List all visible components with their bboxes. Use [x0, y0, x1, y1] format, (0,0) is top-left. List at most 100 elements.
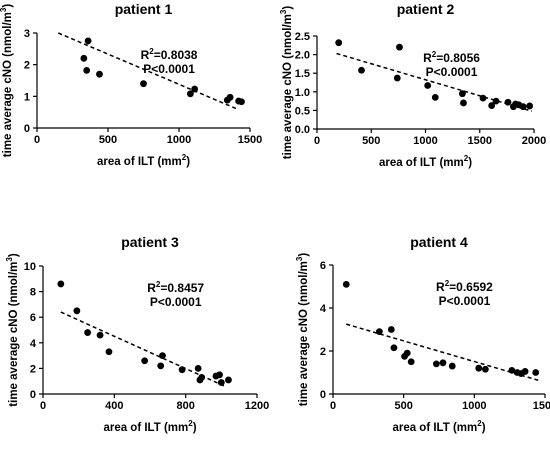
x-axis-label: area of ILT (mm2)	[103, 419, 196, 434]
chart-panel-4: patient 4 0 500 1000 1500 0 2 4 6 area of ILT (mm…	[295, 234, 550, 434]
data-point	[407, 358, 415, 366]
y-axis-label: time average cNO (nmol/m3)	[295, 253, 310, 407]
r2-annotation: R2=0.8038	[141, 47, 198, 62]
data-point	[217, 379, 225, 386]
data-point	[393, 74, 401, 82]
y-tick-label: 10	[24, 261, 36, 273]
data-point	[226, 93, 234, 101]
p-value-annotation: P<0.0001	[150, 295, 202, 309]
data-point	[105, 348, 113, 356]
data-point	[431, 93, 439, 101]
x-tick-label: 800	[176, 400, 194, 412]
data-point	[216, 371, 223, 379]
data-point	[432, 360, 440, 368]
data-point	[526, 102, 534, 110]
chart-title: patient 3	[121, 234, 179, 250]
data-point	[141, 357, 149, 365]
data-point	[335, 39, 343, 47]
y-axis-label: time average cNO (nmol/m3)	[0, 4, 14, 158]
x-axis-label: area of ILT (mm2)	[97, 153, 190, 168]
x-tick-label: 1000	[167, 134, 191, 146]
y-tick-label: 3	[24, 28, 30, 40]
data-point	[157, 362, 165, 370]
data-point	[475, 364, 483, 372]
chart-title: patient 2	[397, 1, 455, 17]
data-point	[73, 307, 81, 315]
data-point	[508, 366, 516, 374]
data-point	[488, 102, 496, 109]
y-tick-label: 1	[24, 91, 30, 103]
data-point	[439, 359, 447, 367]
data-point	[342, 280, 350, 288]
y-tick-label: 1.5	[295, 68, 310, 80]
y-tick-label: 2	[30, 363, 36, 375]
x-tick-label: 400	[105, 400, 123, 412]
y-tick-label: 0	[30, 389, 36, 401]
y-tick-label: 6	[30, 312, 36, 324]
r2-annotation: R2=0.8056	[423, 50, 480, 65]
y-tick-label: 6	[320, 260, 326, 272]
data-point	[481, 365, 489, 373]
y-axis-label: time average cNO (nmol/m3)	[5, 253, 20, 407]
x-tick-label: 1000	[413, 135, 437, 147]
chart-title: patient 1	[115, 1, 173, 17]
r2-annotation: R2=0.8457	[147, 280, 204, 295]
data-point	[424, 82, 432, 89]
x-tick-label: 0	[330, 400, 336, 412]
data-point	[238, 98, 245, 106]
x-tick-label: 2000	[522, 135, 546, 147]
y-tick-label: 2	[320, 346, 326, 358]
x-tick-label: 500	[99, 134, 117, 146]
data-point	[57, 280, 65, 288]
x-tick-label: 500	[394, 400, 412, 412]
data-point	[159, 352, 166, 359]
data-point	[83, 66, 91, 74]
data-point	[519, 103, 527, 111]
data-point	[178, 366, 186, 374]
x-axis-label: area of ILT (mm2)	[392, 419, 485, 434]
y-tick-label: 0.0	[295, 124, 310, 136]
data-point	[448, 362, 456, 370]
p-value-annotation: P<0.0001	[426, 65, 478, 79]
y-tick-label: 0.5	[295, 105, 310, 117]
data-point	[532, 369, 540, 376]
data-point	[80, 54, 88, 62]
data-point	[96, 331, 104, 339]
data-point	[521, 368, 529, 375]
chart-panel-1: patient 1 0 500 1000 1500 0 1 2 3 area of ILT (mm…	[0, 1, 262, 168]
trend-line	[58, 32, 239, 111]
data-point	[403, 349, 411, 357]
data-point	[396, 43, 403, 51]
p-value-annotation: P<0.0001	[439, 294, 491, 308]
y-tick-label: 2.5	[295, 31, 310, 43]
x-tick-label: 1200	[245, 400, 269, 412]
x-tick-label: 1500	[533, 400, 550, 412]
chart-title: patient 4	[410, 234, 468, 250]
trend-line	[346, 323, 540, 382]
y-tick-label: 0	[24, 123, 30, 135]
y-tick-label: 2	[24, 60, 30, 72]
data-point	[504, 98, 512, 106]
y-tick-label: 4	[320, 303, 327, 315]
x-tick-label: 1000	[462, 400, 486, 412]
data-point	[186, 90, 194, 98]
chart-panel-2: patient 2 0 500 1000 1500 2000 0.0 0.5 1.0 1.5 2.0…	[279, 1, 546, 169]
x-tick-label: 0	[314, 135, 320, 147]
chart-panel-3: patient 3 0 400 800 1200 0 2 4 6 8 10 area of ILT (…	[5, 234, 269, 434]
y-tick-label: 2.0	[295, 50, 310, 62]
data-point	[387, 326, 395, 333]
x-tick-label: 0	[34, 134, 40, 146]
data-point	[458, 90, 466, 98]
trend-line	[336, 52, 533, 112]
y-tick-label: 0	[320, 389, 326, 401]
y-tick-label: 4	[30, 338, 37, 350]
x-tick-label: 1500	[238, 134, 262, 146]
x-tick-label: 1500	[468, 135, 492, 147]
data-point	[84, 37, 92, 45]
data-point	[96, 70, 103, 78]
y-tick-label: 1.0	[295, 87, 310, 99]
x-axis-label: area of ILT (mm2)	[379, 154, 472, 169]
data-point	[198, 373, 206, 381]
data-point	[358, 66, 365, 74]
